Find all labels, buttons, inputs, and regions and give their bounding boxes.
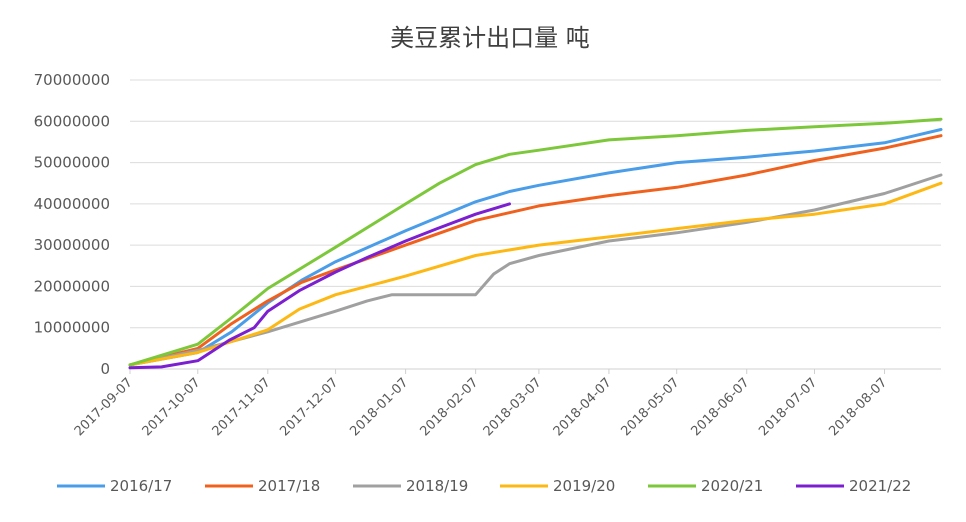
gridlines bbox=[130, 79, 941, 370]
x-tick-label: 2018-04-07 bbox=[551, 375, 615, 439]
legend-item: 2021/22 bbox=[796, 477, 911, 495]
series-line-2017-18 bbox=[128, 134, 943, 367]
legend-label: 2020/21 bbox=[701, 477, 763, 495]
legend-item: 2020/21 bbox=[648, 477, 763, 495]
y-tick-label: 40000000 bbox=[34, 195, 110, 213]
legend-item: 2016/17 bbox=[57, 477, 172, 495]
x-tick-label: 2018-08-07 bbox=[826, 375, 890, 439]
legend-label: 2017/18 bbox=[258, 477, 320, 495]
legend: 2016/17 2017/18 2018/19 2019/20 2020/21 2021/… bbox=[57, 477, 911, 495]
x-tick-label: 2017-12-07 bbox=[277, 375, 341, 439]
legend-label: 2019/20 bbox=[553, 477, 615, 495]
legend-label: 2021/22 bbox=[849, 477, 911, 495]
y-tick-label: 30000000 bbox=[34, 236, 110, 254]
series-line-2016-17 bbox=[128, 128, 943, 367]
x-tick-label: 2017-10-07 bbox=[140, 375, 204, 439]
x-axis-ticks: 2017-09-07 2017-10-07 2017-11-07 2017-12-07… bbox=[72, 369, 890, 439]
x-tick-label: 2018-03-07 bbox=[481, 375, 545, 439]
x-tick-label: 2017-09-07 bbox=[72, 375, 136, 439]
chart-title: 美豆累计出口量 吨 bbox=[390, 24, 590, 52]
x-tick-label: 2018-07-07 bbox=[756, 375, 820, 439]
legend-item: 2018/19 bbox=[353, 477, 468, 495]
y-axis-ticks: 0 10000000 20000000 30000000 40000000 5000000… bbox=[34, 71, 110, 378]
y-tick-label: 0 bbox=[100, 360, 110, 378]
x-tick-label: 2018-02-07 bbox=[417, 375, 481, 439]
series-lines bbox=[128, 117, 943, 370]
legend-item: 2019/20 bbox=[500, 477, 615, 495]
series-line-2021-22 bbox=[128, 202, 511, 370]
legend-item: 2017/18 bbox=[205, 477, 320, 495]
series-line-2019-20 bbox=[128, 181, 943, 367]
y-tick-label: 10000000 bbox=[34, 319, 110, 337]
series-line-2020-21 bbox=[128, 117, 943, 367]
y-tick-label: 20000000 bbox=[34, 277, 110, 295]
x-tick-label: 2018-01-07 bbox=[347, 375, 411, 439]
y-tick-label: 60000000 bbox=[34, 112, 110, 130]
x-tick-label: 2018-05-07 bbox=[618, 375, 682, 439]
legend-label: 2018/19 bbox=[406, 477, 468, 495]
x-tick-label: 2017-11-07 bbox=[210, 375, 274, 439]
y-tick-label: 50000000 bbox=[34, 154, 110, 172]
legend-label: 2016/17 bbox=[110, 477, 172, 495]
x-tick-label: 2018-06-07 bbox=[689, 375, 753, 439]
y-tick-label: 70000000 bbox=[34, 71, 110, 89]
